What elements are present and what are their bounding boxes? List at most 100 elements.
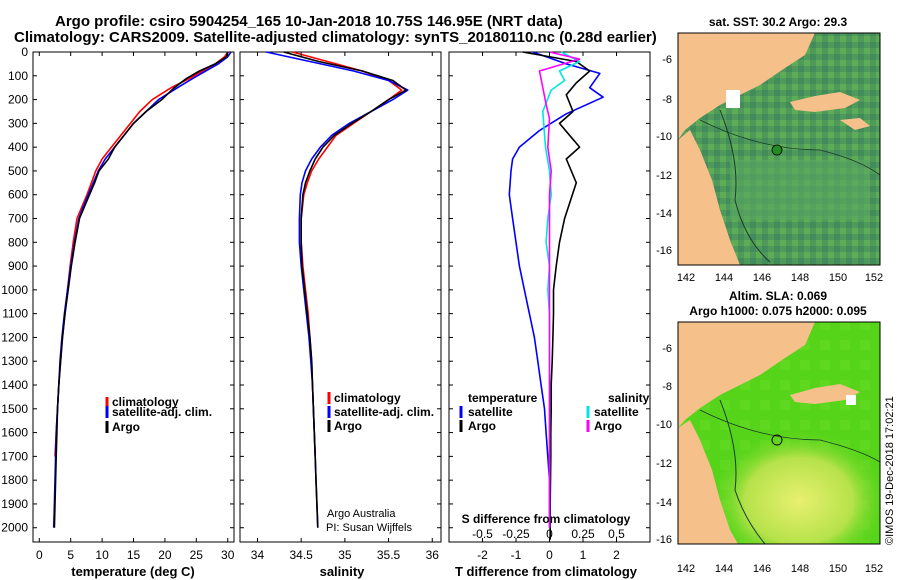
credit-stamp: ©IMOS 19-Dec-2018 17:02:21 [884,396,896,545]
salinity-panel: 34 34.5 35 35.5 36 salinity climatology sate… [239,51,442,579]
depth-tick-label: 1200 [1,330,28,344]
difference-xtick-label: 2 [613,548,620,562]
depth-tick-label: 1300 [1,354,28,368]
bathymetry-contour-2 [699,119,881,176]
sst-ytick: -10 [656,131,672,143]
argo-location-marker [771,434,783,446]
legend-label-satellite: satellite-adj. clim. [334,405,434,419]
depth-tick-label: 900 [8,259,28,273]
australia-land [678,420,738,544]
sla-map-xticks: 142 144 146 148 150 152 [677,563,883,575]
difference-panel: -2 -1 0 1 2 S difference from climatology -0… [448,51,651,579]
salinity-xtick-label: 34 [251,548,265,562]
depth-tick-label: 400 [8,140,28,154]
salinity-xtick-label: 35.5 [377,548,401,562]
legend-label-argo: Argo [112,420,140,434]
salinity-xtick-label: 35 [338,548,352,562]
sst-map-xticks: 142 144 146 148 150 152 [677,272,883,284]
sla-map: Altim. SLA: 0.069 Argo h1000: 0.075 h200… [656,289,883,575]
t-difference-xlabel: T difference from climatology [455,564,638,579]
sla-xtick: 142 [677,563,695,575]
depth-tick-label: 600 [8,188,28,202]
s-difference-tick-label: 0.25 [571,527,595,541]
islet-land [840,118,870,130]
s-difference-tick-label: 0.5 [608,527,625,541]
temperature-xtick-label: 0 [36,548,43,562]
title-line-2: Climatology: CARS2009. Satellite-adjuste… [14,29,657,46]
sst-xtick: 150 [829,272,847,284]
title-line-1: Argo profile: csiro 5904254_165 10-Jan-2… [55,13,563,30]
s-difference-tick-label: 0 [546,527,553,541]
sst-ytick: -16 [656,245,672,257]
depth-tick-label: 300 [8,116,28,130]
depth-tick-label: 1400 [1,378,28,392]
legend-label-s-argo: Argo [594,419,622,433]
sla-ytick: -6 [662,343,672,355]
s-difference-xlabel: S difference from climatology [462,512,631,526]
sst-map: sat. SST: 30.2 Argo: 29.3 -6 -8 -10 -12 … [656,15,883,284]
series-temperature-argo [522,51,591,540]
salinity-xtick-label: 34.5 [289,548,313,562]
series-argo [283,51,407,528]
depth-tick-label: 800 [8,235,28,249]
depth-tick-label: 200 [8,93,28,107]
depth-tick-label: 1600 [1,426,28,440]
bathymetry-contour-2 [699,409,881,463]
depth-tick-label: 1500 [1,402,28,416]
depth-tick-label: 2000 [1,521,28,535]
island-land [790,92,860,112]
difference-xtick-label: 1 [580,548,587,562]
annotation-institution: Argo Australia [327,508,396,520]
salinity-axes [239,51,442,543]
australia-land [678,130,740,265]
depth-tick-label: 700 [8,212,28,226]
sla-ytick: -8 [662,381,672,393]
sst-map-yticks: -6 -8 -10 -12 -14 -16 [656,54,672,257]
sla-map-yticks: -6 -8 -10 -12 -14 -16 [656,343,672,546]
sst-warm-patch [730,160,870,220]
depth-tick-label: 0 [21,45,28,59]
temperature-xtick-label: 25 [190,548,204,562]
depth-tick-label: 1800 [1,473,28,487]
bathymetry-contour [719,399,766,545]
sst-xtick: 142 [677,272,695,284]
sla-xtick: 152 [865,563,883,575]
depth-tick-label: 1000 [1,283,28,297]
temperature-xlabel: temperature (deg C) [71,564,195,579]
difference-xtick-label: -2 [477,548,488,562]
salinity-xlabel: salinity [320,564,366,579]
sla-map-title-1: Altim. SLA: 0.069 [729,289,827,303]
salinity-legend: climatology satellite-adj. clim. Argo [327,391,434,433]
temperature-legend: climatology satellite-adj. clim. Argo [105,395,212,434]
temperature-axes [32,51,235,543]
sst-ytick: -8 [662,94,672,106]
series-temperature-satellite [508,51,604,528]
sst-xtick: 144 [715,272,733,284]
new-guinea-land [678,322,815,428]
sst-xtick: 152 [865,272,883,284]
series-argo [53,51,229,528]
series-salinity-argo [538,51,581,528]
temperature-xtick-label: 15 [127,548,141,562]
bathymetry-contour [719,109,771,263]
sst-ytick: -12 [656,170,672,182]
depth-tick-label: 100 [8,69,28,83]
legend-label-s-satellite: satellite [594,405,639,419]
sst-map-title: sat. SST: 30.2 Argo: 29.3 [709,15,848,29]
legend-label-climatology: climatology [334,391,401,405]
missing-data-patch [726,90,740,108]
sla-map-frame [677,321,881,545]
legend-label-argo: Argo [334,419,362,433]
sst-ytick: -14 [656,208,672,220]
s-difference-tick-label: -0.25 [502,527,530,541]
legend-label-climatology: climatology [112,395,179,409]
legend-label-t-satellite: satellite [468,405,513,419]
sla-xtick: 146 [753,563,771,575]
sst-ytick: -6 [662,54,672,66]
missing-data-patch [846,395,856,405]
depth-tick-label: 1100 [2,307,28,321]
difference-legend: temperature salinity satellite Argo sate… [459,391,650,433]
argo-location-marker [771,144,783,156]
island-land [790,384,860,404]
